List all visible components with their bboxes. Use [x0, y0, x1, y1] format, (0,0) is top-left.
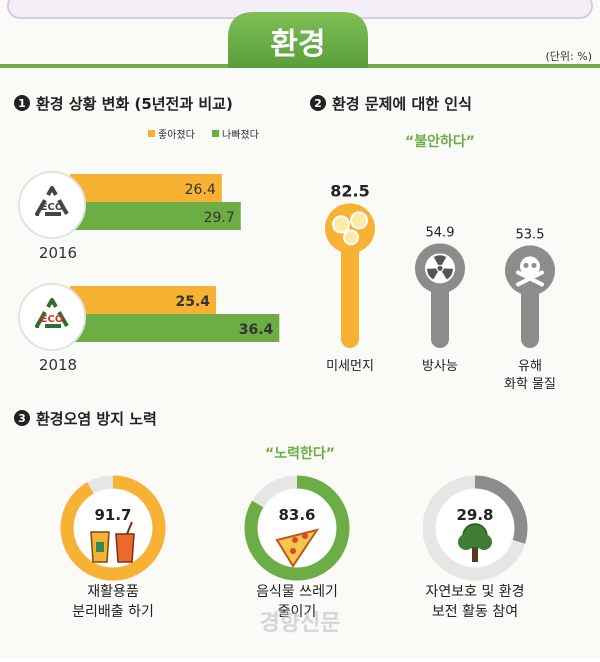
pizza-slice — [275, 528, 320, 568]
lollipop-label-2: 화학 물질 — [504, 377, 556, 392]
bar-value-good-2016: 26.4 — [185, 182, 216, 198]
donut-value-2: 29.8 — [456, 506, 493, 524]
straw — [126, 521, 133, 535]
skull-eye — [531, 262, 537, 268]
donut-label-0: 재활용품 — [87, 584, 139, 600]
unit-label: (단위: %) — [546, 50, 592, 63]
header-tab — [228, 12, 368, 68]
legend-swatch-bad — [212, 130, 219, 137]
tree-icon — [458, 523, 492, 562]
legend-label-bad: 나빠졌다 — [222, 128, 259, 141]
donut-label-1: 음식물 쓰레기 — [256, 584, 338, 600]
recycle-cups-icon — [90, 521, 135, 563]
radiation-icon — [425, 253, 455, 284]
pepperoni — [292, 537, 298, 543]
tree-canopy — [476, 534, 492, 550]
donut-hole-0 — [74, 489, 152, 567]
tree-canopy — [458, 534, 474, 550]
dust-particle — [350, 211, 368, 230]
dust-particle — [343, 229, 359, 246]
donut-label-1: 줄이기 — [278, 604, 317, 620]
recycle-icon — [35, 186, 69, 216]
eco-label: ECO — [41, 202, 64, 213]
donut-label-2: 보전 활동 참여 — [432, 604, 518, 620]
section2-subtitle: “불안하다” — [405, 133, 475, 150]
bar-value-good-2018: 25.4 — [176, 294, 211, 310]
dust-particle — [332, 215, 350, 234]
legend-label-good: 좋아졌다 — [158, 128, 195, 141]
eco-badge-2016 — [18, 171, 86, 239]
lollipop-head-0 — [325, 203, 375, 254]
lollipop-bar-0 — [341, 228, 359, 348]
lollipop-label-0: 미세먼지 — [326, 359, 374, 374]
donut-value-0: 91.7 — [94, 506, 131, 524]
donut-arc-2 — [422, 475, 528, 581]
section1-number-badge — [14, 95, 30, 111]
crossbone — [516, 270, 544, 287]
radiation-blade — [433, 255, 447, 265]
pizza-slice-icon — [275, 528, 320, 568]
cup-label — [96, 542, 104, 552]
cup — [115, 533, 135, 563]
radiation-blade — [442, 268, 453, 280]
bar-bad-2018 — [70, 314, 280, 342]
bar-bad-2016 — [70, 202, 241, 230]
bar-good-2018 — [70, 286, 217, 314]
header-title: 환경 — [270, 27, 325, 62]
lollipop-value-1: 54.9 — [426, 225, 455, 240]
radiation-blade — [427, 268, 438, 280]
fine-dust-icon — [332, 211, 368, 246]
section2-number-badge — [310, 95, 326, 111]
eco-badge-2018 — [18, 283, 86, 351]
donut-arc-0 — [60, 475, 166, 581]
lollipop-value-2: 53.5 — [516, 227, 545, 242]
section3-number-badge — [14, 410, 30, 426]
lollipop-label-1: 방사능 — [422, 359, 458, 374]
section3-title: 환경오염 방지 노력 — [36, 410, 157, 428]
section2-title: 환경 문제에 대한 인식 — [332, 95, 472, 113]
year-label-2016: 2016 — [39, 244, 77, 262]
donut-label-2: 자연보호 및 환경 — [425, 584, 524, 600]
donut-label-0: 분리배출 하기 — [72, 604, 154, 620]
section1-title: 환경 상황 변화 (5년전과 비교) — [36, 95, 233, 113]
pepperoni — [290, 548, 296, 554]
section2-number: 2 — [314, 97, 322, 110]
section1-number: 1 — [18, 97, 26, 110]
eco-label: ECO — [41, 314, 64, 325]
bar-good-2016 — [70, 174, 222, 202]
year-label-2018: 2018 — [39, 356, 77, 374]
donut-value-1: 83.6 — [278, 506, 315, 524]
lollipop-label-2: 유해 — [518, 359, 542, 374]
donut-hole-1 — [258, 489, 336, 567]
donut-arc-1 — [244, 475, 350, 581]
radiation-center — [437, 265, 443, 271]
legend-swatch-good — [148, 130, 155, 137]
skull-crossbones-icon — [516, 256, 544, 287]
source-watermark: 경향신문 — [260, 611, 341, 636]
bar-value-bad-2016: 29.7 — [204, 210, 235, 226]
lollipop-value-0: 82.5 — [330, 181, 369, 200]
section3-subtitle: “노력한다” — [265, 446, 335, 462]
skull-eye — [523, 262, 529, 268]
bar-value-bad-2018: 36.4 — [239, 322, 274, 338]
section3-number: 3 — [18, 412, 26, 425]
tree-trunk — [472, 544, 478, 562]
skull — [520, 256, 540, 277]
recycle-icon — [35, 298, 69, 328]
pepperoni — [302, 533, 308, 539]
